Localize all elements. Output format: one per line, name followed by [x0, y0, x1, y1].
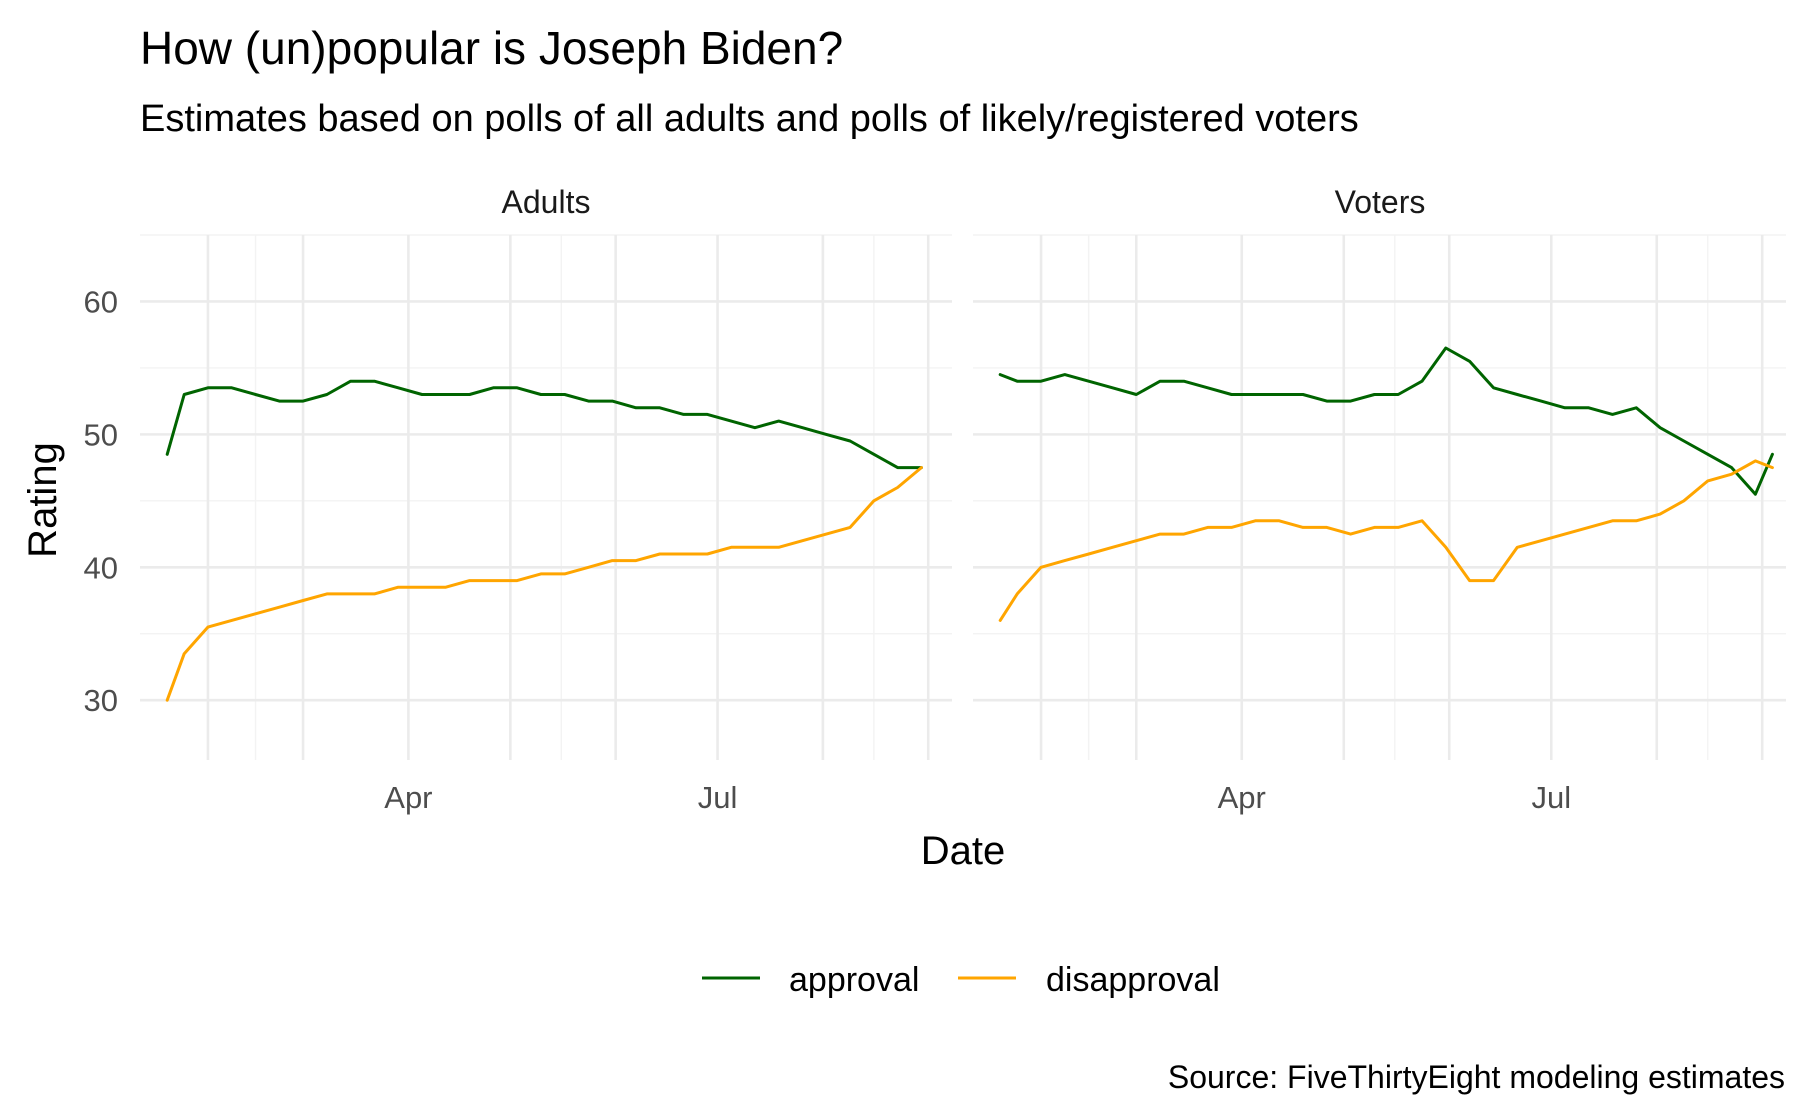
- legend-label-approval: approval: [789, 961, 919, 999]
- panel-strip-voters: Voters: [1335, 184, 1426, 220]
- x-axis-ticks: Apr Jul Apr Jul: [384, 780, 1571, 815]
- legend-label-disapproval: disapproval: [1046, 961, 1220, 999]
- legend: approval disapproval: [702, 961, 1220, 999]
- panel-voters: [973, 234, 1786, 760]
- series-line-disapproval-voters: [998, 459, 1774, 622]
- gridlines: [973, 234, 1786, 760]
- x-tick-label-jul-voters: Jul: [1531, 780, 1571, 815]
- chart-caption: Source: FiveThirtyEight modeling estimat…: [1168, 1059, 1785, 1095]
- chart-subtitle: Estimates based on polls of all adults a…: [140, 98, 1359, 140]
- y-axis-title: Rating: [21, 442, 65, 558]
- y-tick-label-60: 60: [84, 284, 118, 319]
- series-line-approval-adults: [165, 379, 923, 470]
- x-axis-title: Date: [921, 829, 1006, 873]
- y-tick-label-50: 50: [84, 417, 118, 452]
- x-tick-label-jul-adults: Jul: [698, 780, 738, 815]
- x-tick-label-apr-voters: Apr: [1218, 780, 1266, 815]
- series-line-approval-voters: [998, 346, 1774, 496]
- y-axis-ticks: 30 40 50 60: [84, 284, 118, 718]
- panel-adults: [140, 234, 952, 760]
- chart-title: How (un)popular is Joseph Biden?: [140, 22, 843, 74]
- y-tick-label-40: 40: [84, 550, 118, 585]
- y-tick-label-30: 30: [84, 683, 118, 718]
- series-line-disapproval-adults: [165, 466, 923, 702]
- x-tick-label-apr-adults: Apr: [384, 780, 432, 815]
- gridlines: [140, 234, 952, 760]
- panel-strip-adults: Adults: [502, 184, 591, 220]
